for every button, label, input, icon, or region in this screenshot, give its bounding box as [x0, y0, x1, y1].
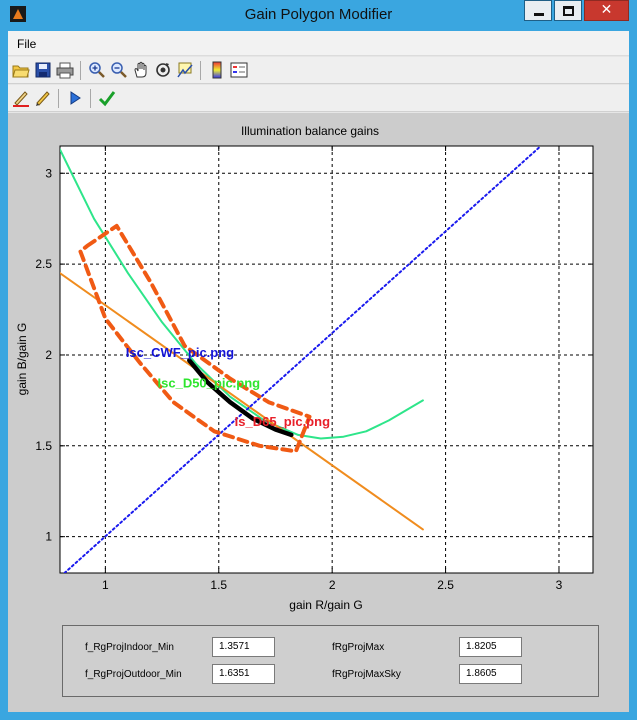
indoor-min-field[interactable]: 1.3571 — [212, 637, 275, 657]
data-cursor-icon[interactable] — [176, 61, 194, 79]
menu-file[interactable]: File — [17, 37, 37, 51]
save-icon[interactable] — [34, 61, 52, 79]
print-icon[interactable] — [56, 61, 74, 79]
close-icon: ✕ — [600, 2, 613, 18]
x-tick-label: 2 — [329, 578, 336, 592]
x-axis-label: gain R/gain G — [289, 598, 362, 612]
chart-title: Illumination balance gains — [241, 124, 379, 138]
minimize-icon — [534, 13, 544, 16]
x-tick-label: 3 — [556, 578, 563, 592]
window-client: File — [8, 31, 629, 712]
param-label-indoor-min: f_RgProjIndoor_Min — [85, 642, 174, 653]
annotation-label: Is_D65_pic.png — [235, 414, 330, 429]
param-label-outdoor-min: f_RgProjOutdoor_Min — [85, 669, 182, 680]
maximize-button[interactable] — [554, 0, 582, 21]
axis-ticks: 1 1.5 2 2.5 3 1 1.5 2 2.5 3 — [35, 146, 593, 592]
polygon-toolbar — [8, 85, 629, 112]
x-tick-label: 1 — [102, 578, 109, 592]
toolbar-separator — [200, 61, 201, 80]
params-panel: f_RgProjIndoor_Min 1.3571 fRgProjMax 1.8… — [62, 625, 599, 697]
y-tick-label: 3 — [45, 166, 52, 180]
grid — [60, 146, 593, 573]
close-button[interactable]: ✕ — [584, 0, 629, 21]
matlab-icon — [10, 6, 26, 22]
y-axis-label: gain B/gain G — [15, 323, 29, 396]
series-line-3[interactable] — [187, 358, 294, 438]
play-icon[interactable] — [66, 89, 84, 107]
minimize-button[interactable] — [524, 0, 552, 21]
y-tick-label: 2.5 — [35, 257, 52, 271]
gain-chart[interactable]: Illumination balance gains 1 1.5 2 2.5 3 1 1.5… — [8, 113, 629, 623]
toolbar-separator — [80, 61, 81, 80]
maximize-icon — [563, 6, 574, 16]
open-folder-icon[interactable] — [12, 61, 30, 79]
series-line-2[interactable] — [63, 146, 542, 573]
title-bar: Gain Polygon Modifier ✕ — [0, 0, 637, 30]
colorbar-icon[interactable] — [208, 61, 226, 79]
y-tick-label: 1.5 — [35, 439, 52, 453]
rgproj-max-field[interactable]: 1.8205 — [459, 637, 522, 657]
series-line-0[interactable] — [60, 148, 424, 440]
checkmark-icon[interactable] — [98, 89, 116, 107]
y-tick-label: 2 — [45, 348, 52, 362]
window-title: Gain Polygon Modifier — [244, 6, 393, 23]
param-label-rgproj-max: fRgProjMax — [332, 642, 385, 653]
rotate-3d-icon[interactable] — [154, 61, 172, 79]
toolbar-separator — [90, 89, 91, 108]
x-tick-label: 2.5 — [437, 578, 454, 592]
zoom-in-icon[interactable] — [88, 61, 106, 79]
rgproj-max-sky-field[interactable]: 1.8605 — [459, 664, 522, 684]
annotation-layer: Isc_CWF_pic.png Isc_D50_pic.png Is_D65_pic… — [126, 345, 330, 429]
x-tick-label: 1.5 — [210, 578, 227, 592]
figure-toolbar — [8, 57, 629, 84]
y-tick-label: 1 — [45, 530, 52, 544]
pan-hand-icon[interactable] — [132, 61, 150, 79]
plot-area[interactable] — [59, 145, 594, 574]
series-line-1[interactable] — [60, 272, 424, 531]
figure-area: Illumination balance gains 1 1.5 2 2.5 3 1 1.5… — [8, 113, 629, 712]
zoom-out-icon[interactable] — [110, 61, 128, 79]
annotation-label: Isc_D50_pic.png — [158, 376, 261, 391]
outdoor-min-field[interactable]: 1.6351 — [212, 664, 275, 684]
annotation-label: Isc_CWF_pic.png — [126, 345, 234, 360]
pen-draw-icon[interactable] — [12, 89, 30, 107]
toolbar-separator — [58, 89, 59, 108]
legend-icon[interactable] — [230, 61, 248, 79]
menu-bar: File — [8, 31, 629, 56]
series-line-4[interactable] — [78, 223, 312, 454]
series-layer — [60, 146, 542, 573]
pencil-edit-icon[interactable] — [34, 89, 52, 107]
param-label-rgproj-max-sky: fRgProjMaxSky — [332, 669, 401, 680]
